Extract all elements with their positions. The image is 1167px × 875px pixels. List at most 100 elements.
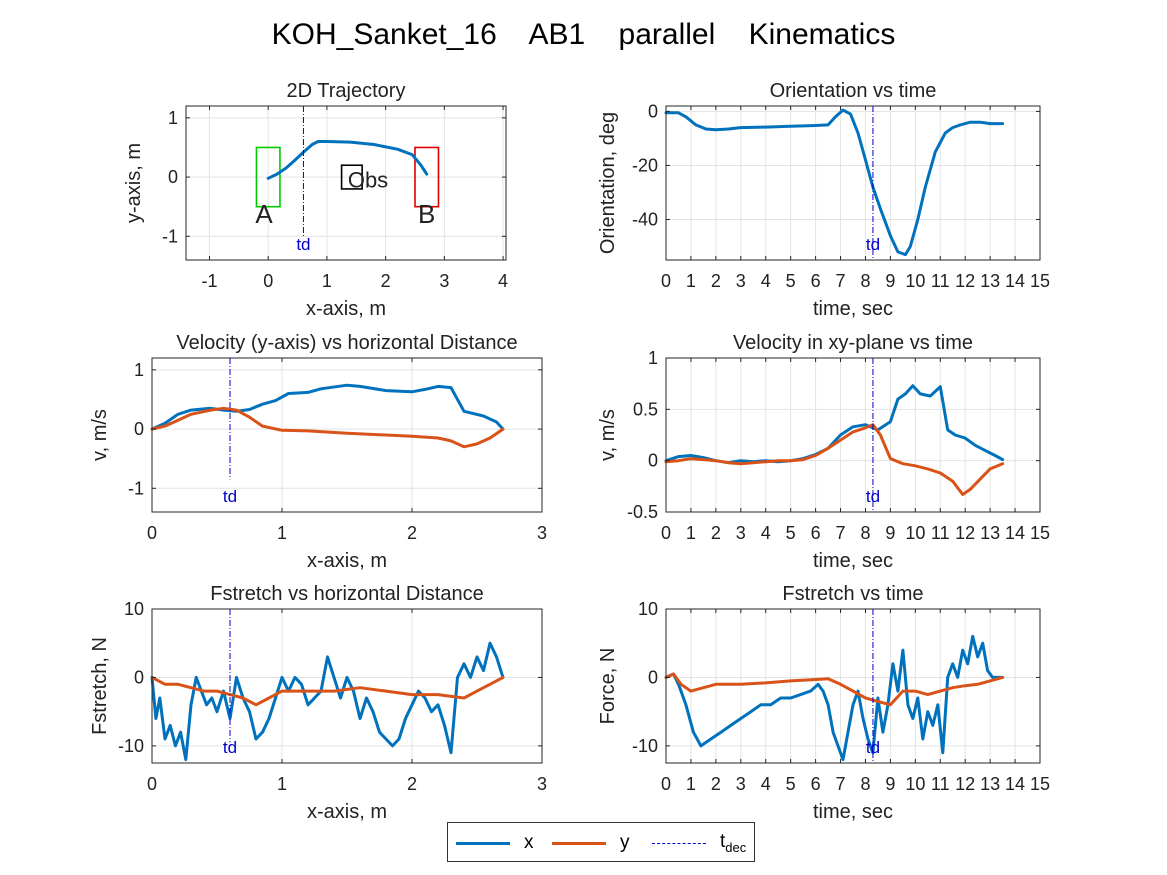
tick-label-y: 0 [648,451,658,471]
plot-area-vtime [666,358,1040,512]
td-label: td [866,235,880,254]
tick-label-x: 7 [836,523,846,543]
series-line-y [150,675,505,707]
axes-frame [151,608,543,764]
tick-label-x: 3 [537,774,547,794]
tick-label-y: 0 [168,167,178,187]
tick-label-x: 11 [931,774,950,794]
legend-label-x: x [524,832,534,853]
tick-label-x: 3 [537,523,547,543]
tick-label-x: 2 [381,271,391,291]
tick-label-y: 0 [134,667,144,687]
td-label: td [866,487,880,506]
plot-area-traj [186,106,506,260]
tick-label-x: 0 [661,271,671,291]
axes-vtime [664,357,1041,513]
series-line-x [266,140,429,180]
tick-label-x: 13 [980,774,1000,794]
series-line-y [664,672,1005,707]
tick-label-x: 8 [860,271,870,291]
tick-label-y: -10 [632,736,658,756]
legend-item-y: y [552,823,630,863]
chart-title-fdist: Fstretch vs horizontal Distance [210,583,483,605]
tick-label-x: 12 [955,271,975,291]
plot-area-fdist [152,609,542,763]
tick-label-x: 7 [836,271,846,291]
tick-label-x: -1 [201,271,217,291]
tick-label-y: 0 [648,101,658,121]
tick-label-x: 3 [439,271,449,291]
tick-label-x: 14 [1005,774,1025,794]
axes-ftime [664,608,1041,764]
tick-label-x: 0 [147,774,157,794]
region-box-1 [414,146,440,208]
legend-label-dec: dec [725,839,747,855]
x-axis-label-vtime: time, sec [813,550,893,572]
series-line-y [150,406,505,449]
tick-label-x: 1 [686,774,696,794]
annotation-obs: Obs [348,168,388,193]
x-axis-label-traj: x-axis, m [306,298,386,320]
tick-label-x: 14 [1005,523,1025,543]
tick-label-y: 0 [134,419,144,439]
region-box-0 [255,146,281,208]
axes-frame [151,357,543,513]
legend-item-tdec: tdec [652,823,746,863]
y-axis-label-vtime: v, m/s [597,409,619,461]
tick-label-x: 8 [860,774,870,794]
tick-label-x: 3 [736,774,746,794]
tick-label-x: 5 [786,271,796,291]
x-axis-label-orient: time, sec [813,298,893,320]
tick-label-x: 2 [407,523,417,543]
legend-label-tdec: tdec [720,831,746,855]
series-line-y [664,423,1005,496]
tick-label-x: 11 [931,523,950,543]
tick-label-x: 9 [885,271,895,291]
tick-label-x: 15 [1030,774,1050,794]
plot-area-orient [666,106,1040,260]
tick-label-x: 5 [786,774,796,794]
tick-label-x: 2 [711,271,721,291]
axes-frame [665,608,1041,764]
y-axis-label-traj: y-axis, m [123,143,145,223]
tick-label-y: -40 [632,209,658,229]
chart-title-traj: 2D Trajectory [287,80,406,102]
legend-label-y: y [620,832,630,853]
tick-label-x: 8 [860,523,870,543]
tick-label-y: -1 [162,226,178,246]
tick-label-y: 0 [648,667,658,687]
tick-label-y: -0.5 [627,502,658,522]
series-line-x [664,634,1005,762]
tick-label-x: 6 [811,523,821,543]
y-axis-label-orient: Orientation, deg [597,112,619,254]
region-box-2 [340,164,363,190]
x-axis-label-fdist: x-axis, m [307,801,387,823]
legend-swatch-x [456,841,510,845]
y-axis-label-vdist: v, m/s [89,409,111,461]
td-label: td [223,738,237,757]
tick-label-x: 1 [686,523,696,543]
tick-label-x: 15 [1030,271,1050,291]
axes-frame [665,105,1041,261]
tick-label-y: -10 [118,736,144,756]
tick-label-x: 0 [661,774,671,794]
plot-area-vdist [152,358,542,512]
tick-label-x: 13 [980,523,1000,543]
axes-traj [185,105,507,261]
chart-title-ftime: Fstretch vs time [782,583,923,605]
td-label: td [223,487,237,506]
tick-label-x: 9 [885,523,895,543]
tick-label-x: 4 [498,271,508,291]
chart-title-vdist: Velocity (y-axis) vs horizontal Distance [176,332,517,354]
tick-label-x: 2 [711,774,721,794]
tick-label-x: 0 [263,271,273,291]
tick-label-x: 10 [905,774,925,794]
tick-label-y: 1 [168,108,178,128]
legend-label-t: t [720,831,726,853]
tick-label-x: 1 [277,523,287,543]
tick-label-y: -1 [128,478,144,498]
series-line-x [664,108,1005,257]
legend: x y tdec [447,822,755,862]
annotation-b: B [418,199,435,229]
